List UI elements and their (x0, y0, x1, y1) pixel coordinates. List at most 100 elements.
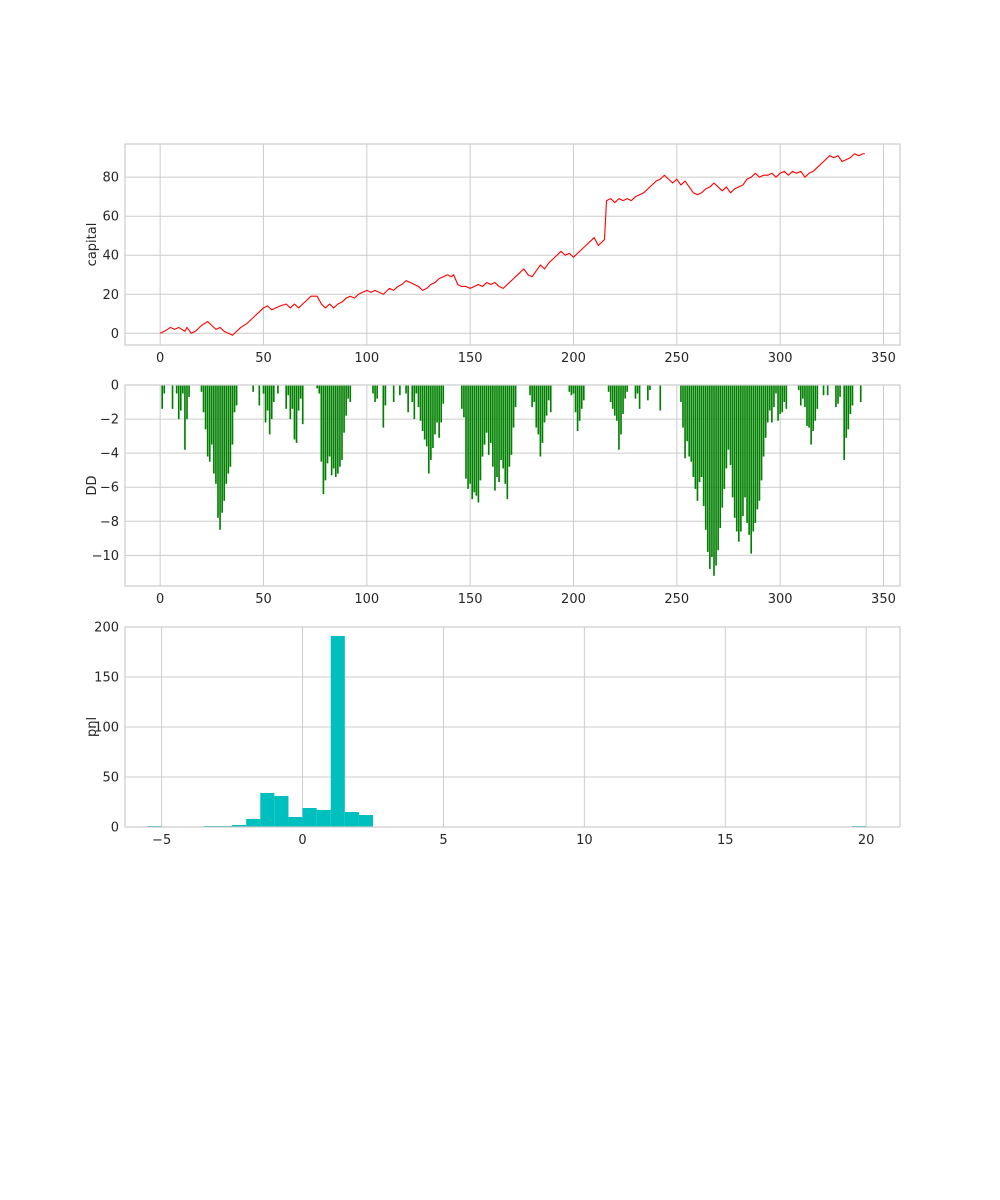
drawdown-bar (175, 385, 178, 394)
drawdown-bar (392, 385, 395, 403)
drawdown-bar (285, 385, 288, 409)
drawdown-bar (816, 385, 819, 409)
drawdown-bar (434, 385, 436, 435)
drawdown-bar (692, 385, 695, 477)
plot-frame (124, 384, 901, 587)
drawdown-bar (696, 385, 699, 501)
drawdown-bar (500, 385, 502, 460)
drawdown-bar (206, 385, 209, 457)
y-tick-label: 0 (111, 327, 119, 342)
y-tick-label: 50 (102, 771, 119, 786)
drawdown-bar (293, 385, 296, 440)
drawdown-bar (760, 385, 763, 481)
drawdown-bar (496, 385, 498, 477)
drawdown-bar (700, 385, 703, 477)
drawdown-bar (413, 385, 416, 420)
drawdown-bar (810, 385, 812, 445)
x-tick-label: 250 (664, 592, 689, 607)
drawdown-bar (768, 385, 771, 411)
drawdown-bar (479, 385, 482, 481)
drawdown-bar (423, 385, 426, 440)
drawdown-bar (568, 385, 571, 392)
drawdown-bar (717, 385, 719, 551)
drawdown-bar (337, 385, 339, 474)
drawdown-bar (233, 385, 236, 413)
drawdown-bar (427, 385, 430, 474)
drawdown-bar (179, 385, 182, 411)
drawdown-bar (837, 385, 839, 404)
drawdown-bar (622, 385, 624, 414)
drawdown-bar (295, 385, 298, 443)
drawdown-bar (740, 385, 742, 532)
drawdown-bar (347, 385, 350, 399)
drawdown-bar (328, 385, 331, 457)
drawdown-bar (419, 385, 422, 421)
drawdown-bar (188, 385, 190, 397)
drawdown-bar (847, 385, 850, 430)
drawdown-bar (539, 385, 542, 457)
drawdown-bar (469, 385, 471, 484)
x-tick-label: 350 (871, 351, 896, 366)
histogram-bar (302, 808, 317, 827)
drawdown-bar (463, 385, 465, 418)
drawdown-bar (483, 385, 486, 445)
drawdown-bar (649, 385, 651, 391)
y-axis-label: pnl (85, 717, 100, 737)
drawdown-bar (783, 385, 786, 403)
drawdown-bar (473, 385, 476, 493)
drawdown-bar (582, 385, 585, 401)
drawdown-bar (613, 385, 616, 416)
drawdown-bar (219, 385, 221, 530)
drawdown-bar (252, 385, 254, 392)
drawdown-bar (727, 385, 730, 450)
drawdown-bar (258, 385, 261, 406)
drawdown-bar (421, 385, 424, 431)
drawdown-bar (177, 385, 180, 420)
drawdown-bar (723, 385, 726, 489)
drawdown-bar (781, 385, 784, 413)
drawdown-bar (609, 385, 612, 403)
histogram-bar (344, 812, 359, 827)
drawdown-bar (802, 385, 804, 399)
drawdown-bar (750, 385, 753, 554)
drawdown-bar (826, 385, 829, 396)
drawdown-bar (746, 385, 748, 523)
drawdown-bar (725, 385, 728, 469)
drawdown-bar (766, 385, 769, 423)
drawdown-bar (611, 385, 614, 409)
drawdown-bar (620, 385, 622, 435)
drawdown-bar (268, 385, 271, 435)
drawdown-bar (210, 385, 213, 445)
drawdown-bar (231, 385, 234, 445)
drawdown-bar (489, 385, 492, 443)
drawdown-bar (719, 385, 722, 529)
drawdown-bar (773, 385, 775, 408)
drawdown-bar (217, 385, 219, 518)
drawdown-bar (411, 385, 414, 403)
x-tick-label: 100 (354, 592, 379, 607)
drawdown-bar (849, 385, 852, 414)
drawdown-bar (235, 385, 238, 406)
drawdown-bar (721, 385, 724, 508)
drawdown-bar (634, 385, 637, 399)
drawdown-bar (636, 385, 639, 394)
drawdown-bar-chart: 0 −2 −4 −6 −8 −10 0 50 100 150 200 250 300 350 DD (85, 379, 901, 607)
x-tick-label: 5 (439, 833, 447, 848)
drawdown-bar (537, 385, 540, 435)
histogram-bar (232, 825, 247, 827)
drawdown-bar (492, 385, 494, 467)
drawdown-bar (186, 385, 188, 420)
drawdown-bar (702, 385, 705, 506)
drawdown-bar (748, 385, 750, 535)
drawdown-bar (859, 385, 862, 403)
drawdown-bar (715, 385, 717, 566)
x-tick-label: 20 (858, 833, 875, 848)
drawdown-bar (405, 385, 407, 394)
drawdown-bar (535, 385, 538, 428)
drawdown-bar (804, 385, 806, 408)
drawdown-bar (616, 385, 618, 421)
drawdown-bar (436, 385, 438, 423)
drawdown-bar (498, 385, 500, 483)
drawdown-bar (475, 385, 478, 496)
drawdown-bar (171, 385, 174, 409)
